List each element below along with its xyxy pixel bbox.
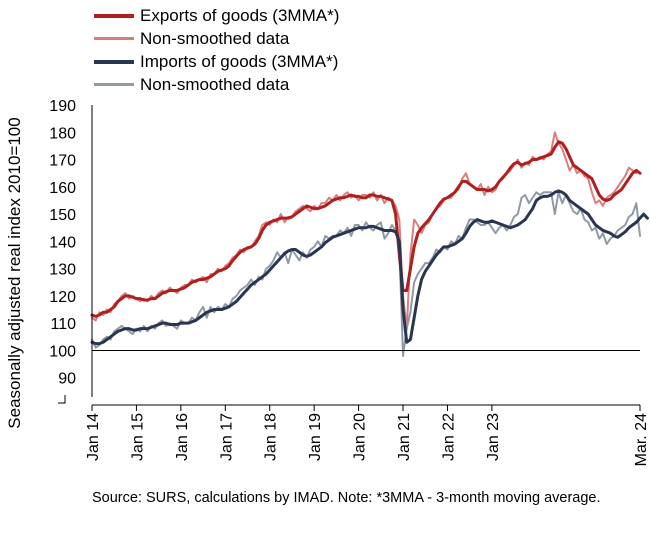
y-tick-label: 170 <box>49 153 76 170</box>
legend-swatch <box>94 13 134 18</box>
series-line-1 <box>91 131 638 330</box>
x-tick-label: Jan 17 <box>218 413 235 461</box>
x-tick-label: Jan 16 <box>174 413 191 461</box>
legend-item: Non-smoothed data <box>94 27 339 50</box>
legend-item: Imports of goods (3MMA*) <box>94 50 339 73</box>
y-tick-label: 110 <box>50 316 76 333</box>
x-tick-label: Jan 20 <box>352 413 369 461</box>
y-tick-label: 120 <box>49 289 76 306</box>
y-tick-label: 150 <box>49 207 76 224</box>
legend-swatch <box>94 83 134 86</box>
y-tick-label: 90 <box>58 371 76 388</box>
y-tick-label: 140 <box>49 234 76 251</box>
axis-break-marker <box>58 395 66 404</box>
legend-item: Non-smoothed data <box>94 73 339 96</box>
series-line-2 <box>90 189 649 346</box>
x-tick-label: Mar. 24 <box>633 413 650 466</box>
x-tick-label: Jan 14 <box>85 413 102 461</box>
y-tick-label: 130 <box>49 262 76 279</box>
y-axis-label: Seasonally adjusted real index 2010=100 <box>5 117 24 428</box>
x-tick-label: Jan 15 <box>129 413 146 461</box>
x-tick-label: Jan 22 <box>440 413 457 461</box>
x-tick-label: Jan 21 <box>396 413 413 461</box>
y-tick-label: 190 <box>49 98 76 115</box>
chart-legend: Exports of goods (3MMA*) Non-smoothed dat… <box>94 4 339 96</box>
y-tick-label: 180 <box>49 125 76 142</box>
x-tick-label: Jan 23 <box>485 413 502 461</box>
x-tick-label: Jan 18 <box>263 413 280 461</box>
legend-label: Non-smoothed data <box>140 74 290 94</box>
y-tick-label: 100 <box>49 343 76 360</box>
legend-label: Exports of goods (3MMA*) <box>140 5 340 25</box>
legend-swatch <box>94 37 134 40</box>
y-tick-label: 160 <box>49 180 76 197</box>
legend-swatch <box>94 59 134 64</box>
series-line-3 <box>91 191 641 357</box>
legend-label: Non-smoothed data <box>140 28 290 48</box>
legend-label: Imports of goods (3MMA*) <box>140 51 339 71</box>
x-tick-label: Jan 19 <box>307 413 324 461</box>
series-line-0 <box>90 140 642 318</box>
legend-item: Exports of goods (3MMA*) <box>94 4 339 27</box>
source-note: Source: SURS, calculations by IMAD. Note… <box>92 490 601 506</box>
